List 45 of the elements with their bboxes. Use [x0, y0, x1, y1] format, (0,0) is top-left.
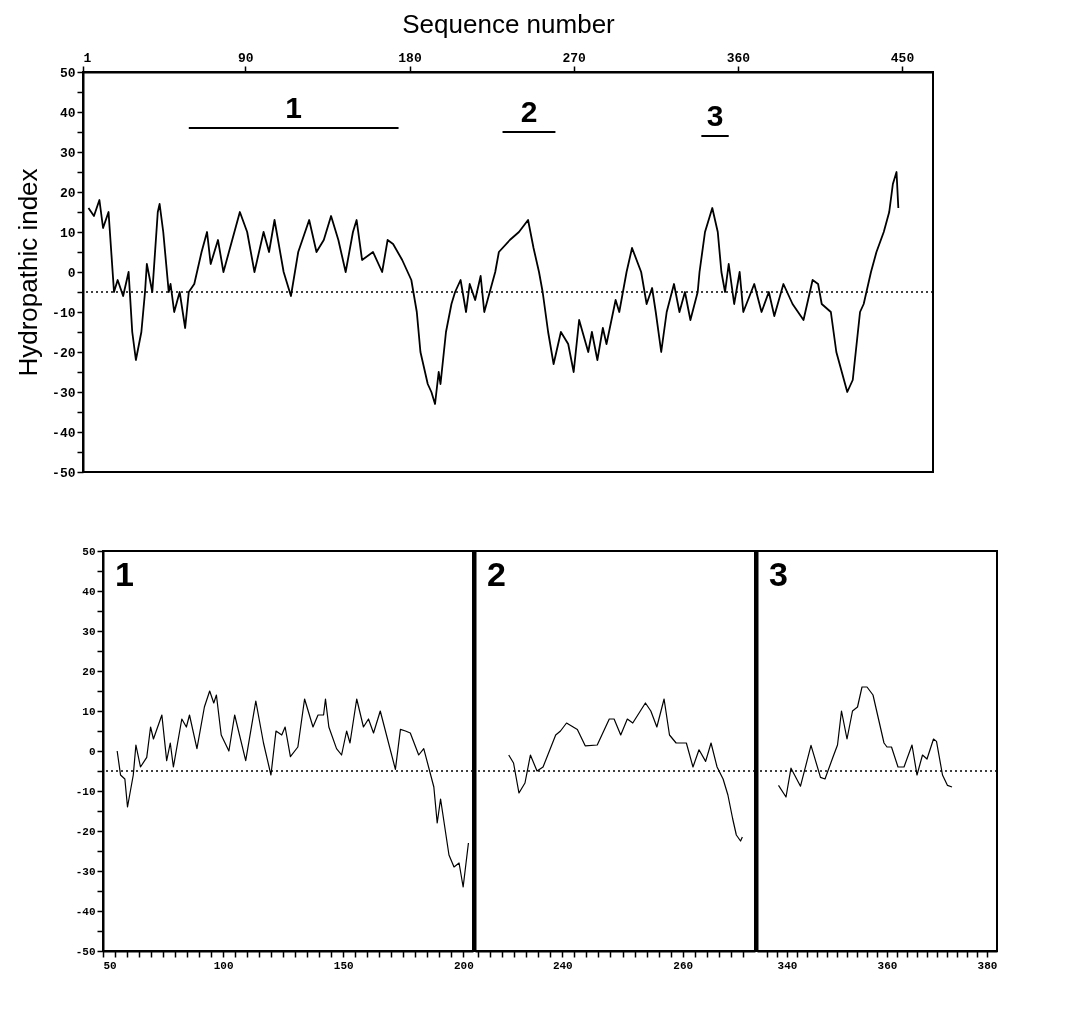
x-tick-label: 90 — [238, 50, 254, 66]
y-tick-label: -40 — [75, 905, 96, 918]
y-tick-label: -50 — [52, 465, 76, 481]
x-tick-label: 150 — [333, 959, 354, 972]
y-tick-label: -40 — [52, 425, 76, 441]
x-axis-title: Sequence number — [402, 8, 616, 39]
annotation: 1 — [115, 555, 134, 593]
y-tick-label: 30 — [59, 145, 76, 161]
x-tick-label: 270 — [562, 50, 587, 66]
x-tick-label: 360 — [726, 50, 751, 66]
legend-label: 3 — [706, 99, 724, 132]
y-tick-label: -10 — [75, 785, 96, 798]
series-label: 1 — [285, 91, 303, 124]
x-tick-label: 340 — [777, 959, 798, 972]
y-tick-label: 0 — [88, 745, 96, 758]
y-tick-label: 0 — [67, 265, 76, 281]
y-tick-label: 40 — [59, 105, 76, 121]
x-tick-label: 240 — [552, 959, 573, 972]
x-tick-label: 100 — [213, 959, 234, 972]
x-tick-label: 260 — [673, 959, 694, 972]
y-tick-label: -30 — [75, 865, 96, 878]
y-tick-label: -20 — [75, 825, 96, 838]
annotation: 3 — [769, 555, 788, 593]
y-axis-title: Hydropathic index — [13, 168, 44, 377]
x-tick-label: 200 — [453, 959, 474, 972]
y-tick-label: 20 — [82, 665, 96, 678]
y-tick-label: 30 — [82, 625, 96, 638]
x-tick-label: 1 — [83, 50, 92, 66]
y-tick-label: 10 — [59, 225, 76, 241]
x-tick-label: 360 — [877, 959, 898, 972]
x-tick-label: 380 — [977, 959, 998, 972]
y-tick-label: 40 — [82, 585, 96, 598]
y-tick-label: 50 — [82, 545, 96, 558]
y-tick-label: -50 — [75, 945, 96, 958]
x-tick-label: 50 — [103, 959, 117, 972]
y-tick-label: 10 — [82, 705, 96, 718]
x-tick-label: 450 — [890, 50, 915, 66]
y-tick-label: -10 — [52, 305, 76, 321]
y-tick-label: 20 — [59, 185, 76, 201]
y-tick-label: -20 — [52, 345, 76, 361]
annotation: 2 — [487, 555, 506, 593]
y-tick-label: -30 — [52, 385, 76, 401]
series-label: 2 — [520, 95, 538, 128]
x-tick-label: 180 — [398, 50, 422, 66]
y-tick-label: 50 — [59, 65, 76, 81]
